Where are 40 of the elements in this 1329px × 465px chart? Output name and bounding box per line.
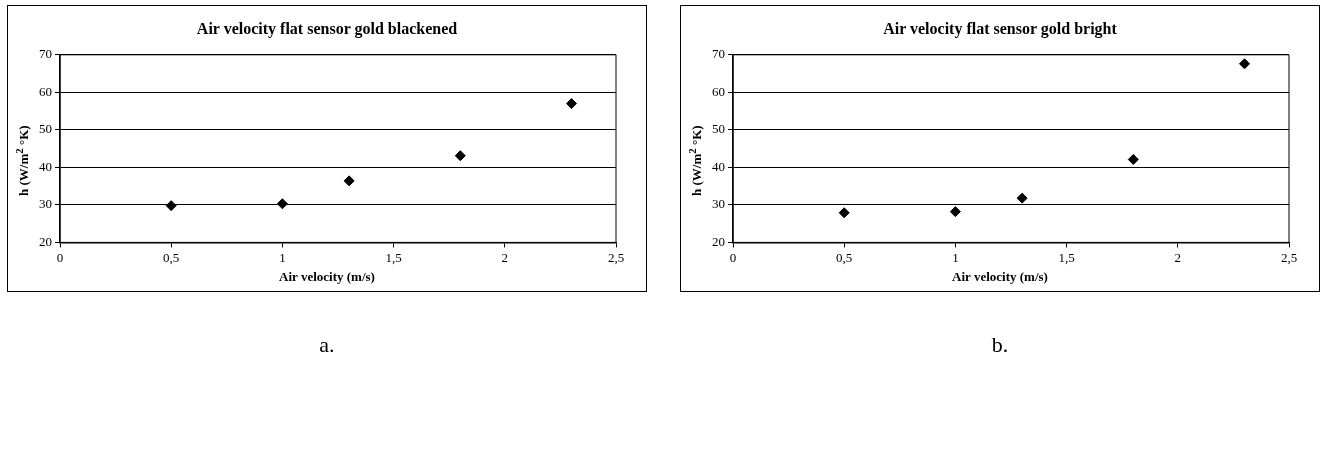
y-tick-label: 60 (39, 83, 52, 99)
y-tick-label: 20 (39, 233, 52, 249)
y-tick-label: 30 (712, 196, 725, 212)
x-tick-label: 0 (729, 249, 737, 265)
y-tick-label: 30 (39, 196, 52, 212)
chart-title: Air velocity flat sensor gold blackened (195, 20, 459, 38)
x-tick-label: 2,5 (607, 249, 625, 265)
y-tick-label: 70 (712, 46, 725, 62)
y-tick-label: 50 (39, 121, 52, 137)
point (1239, 58, 1251, 70)
x-axis-title: Air velocity (m/s) (278, 269, 376, 285)
point (838, 207, 850, 219)
x-tick-label: 1 (279, 249, 286, 265)
x-tick-label: 2,5 (1280, 249, 1298, 265)
y-tick-label: 70 (39, 46, 52, 62)
x-tick-label: 0,5 (836, 249, 853, 265)
y-tick-label: 60 (712, 83, 725, 99)
point (343, 175, 355, 187)
y-tick-label: 40 (39, 158, 52, 174)
text: b. (990, 332, 1010, 358)
point (1016, 192, 1028, 204)
x-tick-label: 2 (501, 249, 509, 265)
point (165, 200, 177, 212)
point (949, 206, 961, 218)
point (454, 150, 466, 162)
point (566, 98, 578, 110)
y-tick-label: 50 (712, 121, 725, 137)
text: a. (318, 332, 336, 358)
point (276, 198, 288, 210)
x-tick-label: 0 (56, 249, 64, 265)
x-tick-label: 1,5 (1058, 249, 1075, 265)
point (1127, 153, 1139, 165)
y-tick-label: 40 (712, 158, 725, 174)
x-tick-label: 0,5 (163, 249, 180, 265)
x-tick-label: 2 (1174, 249, 1182, 265)
x-tick-label: 1,5 (385, 249, 402, 265)
x-axis-title: Air velocity (m/s) (951, 269, 1049, 285)
y-tick-label: 20 (712, 233, 725, 249)
x-tick-label: 1 (952, 249, 959, 265)
chart-title: Air velocity flat sensor gold bright (882, 20, 1118, 38)
